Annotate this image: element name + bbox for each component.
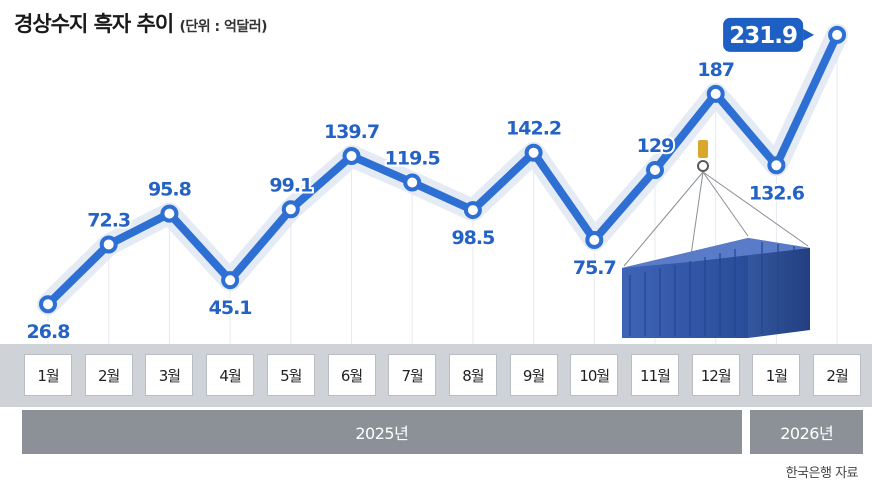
x-tick-label: 1월 bbox=[752, 354, 801, 396]
chart-title-text: 경상수지 흑자 추이 bbox=[14, 12, 174, 36]
shipping-container-illustration bbox=[622, 140, 810, 338]
x-tick-label: 2월 bbox=[813, 354, 862, 396]
data-label: 72.3 bbox=[87, 209, 130, 231]
data-point bbox=[342, 146, 361, 165]
x-tick-label: 12월 bbox=[691, 354, 740, 396]
data-point bbox=[706, 84, 725, 103]
x-tick-label: 8월 bbox=[448, 354, 497, 396]
data-label: 99.1 bbox=[269, 174, 312, 196]
data-label: 75.7 bbox=[573, 257, 616, 279]
x-tick-label: 6월 bbox=[327, 354, 376, 396]
x-tick-label: 10월 bbox=[570, 354, 619, 396]
source-note: 한국은행 자료 bbox=[785, 466, 859, 481]
data-point bbox=[99, 235, 118, 254]
year-group-label: 2026년 bbox=[750, 410, 864, 454]
data-label: 95.8 bbox=[148, 179, 192, 201]
x-tick-label: 1월 bbox=[24, 354, 72, 396]
data-label: 132.6 bbox=[749, 182, 805, 204]
x-tick-label: 2월 bbox=[84, 354, 133, 396]
data-label: 129 bbox=[637, 135, 674, 157]
data-point bbox=[160, 204, 179, 223]
x-tick-label: 5월 bbox=[266, 354, 315, 396]
data-label: 142.2 bbox=[506, 118, 561, 140]
data-label: 139.7 bbox=[324, 121, 379, 143]
x-tick-label: 9월 bbox=[509, 354, 558, 396]
chart-title: 경상수지 흑자 추이 (단위 : 억달러) bbox=[14, 8, 268, 38]
unit-note: (단위 : 억달러) bbox=[179, 19, 268, 35]
data-point bbox=[39, 295, 57, 314]
data-point bbox=[585, 231, 604, 250]
x-tick-label: 7월 bbox=[388, 354, 437, 396]
data-point bbox=[281, 200, 300, 219]
data-point bbox=[828, 25, 847, 44]
data-point bbox=[463, 201, 482, 220]
data-label: 187 bbox=[697, 59, 734, 81]
x-tick-label: 11월 bbox=[631, 354, 679, 396]
data-label: 45.1 bbox=[209, 297, 252, 319]
x-tick-label: 4월 bbox=[206, 354, 255, 396]
data-label: 98.5 bbox=[451, 227, 494, 249]
data-point bbox=[221, 271, 240, 290]
highlight-value-callout: 231.9 bbox=[723, 17, 815, 52]
data-label: 26.8 bbox=[27, 321, 71, 343]
data-label: 231.9 bbox=[729, 23, 797, 49]
data-label: 119.5 bbox=[385, 147, 440, 169]
data-point bbox=[646, 161, 664, 180]
data-point bbox=[524, 143, 543, 162]
crane-hook-icon bbox=[698, 140, 708, 158]
series-line bbox=[44, 30, 842, 309]
year-group-label: 2025년 bbox=[22, 410, 742, 454]
data-point bbox=[767, 156, 786, 175]
data-point bbox=[403, 173, 422, 192]
x-tick-label: 3월 bbox=[145, 354, 194, 396]
